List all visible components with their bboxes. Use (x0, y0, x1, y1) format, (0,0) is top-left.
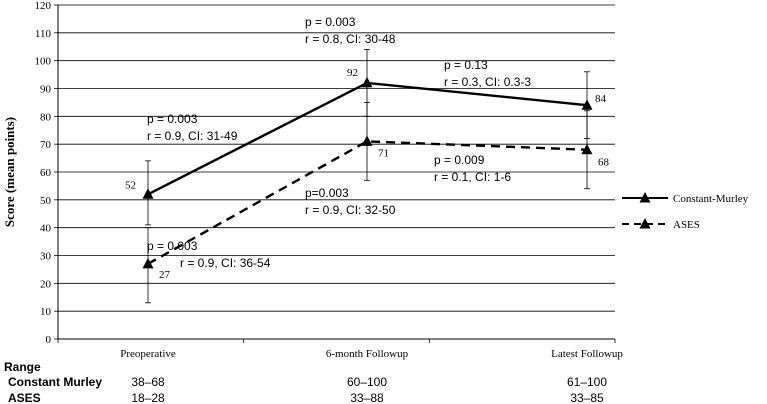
y-tick-label: 0 (46, 334, 52, 346)
gridlines (58, 4, 615, 312)
data-label: 92 (347, 67, 358, 79)
data-label: 52 (125, 179, 136, 191)
annotation-text: p = 0.003 (305, 15, 356, 29)
data-point-marker (581, 99, 593, 110)
y-tick-label: 10 (40, 306, 52, 318)
x-tick-label: Latest Followup (551, 348, 623, 360)
range-value: 33–85 (570, 391, 604, 404)
annotation-text: p = 0.003 (147, 239, 198, 253)
annotation-text: r = 0.9, CI: 32-50 (305, 203, 396, 217)
legend-label: Constant-Murley (673, 193, 749, 205)
legend-marker (639, 218, 651, 229)
range-row-label: Constant Murley (8, 375, 102, 389)
annotation-text: p = 0.003 (147, 112, 198, 126)
y-axis-label: Score (mean points) (2, 117, 17, 227)
annotation-text: r = 0.1, CI: 1-6 (434, 170, 511, 184)
annotation-text: r = 0.9, CI: 31-49 (147, 129, 238, 143)
annotation-text: r = 0.9, CI: 36-54 (180, 256, 271, 270)
legend-marker (639, 192, 651, 203)
data-point-marker (581, 143, 593, 155)
annotation-text: r = 0.8, CI: 30-48 (305, 32, 396, 46)
y-tick-label: 90 (40, 84, 52, 96)
annotation-text: p=0.003 (305, 186, 349, 200)
data-label: 68 (598, 157, 610, 169)
data-label: 71 (378, 147, 389, 159)
x-tick-label: 6-month Followup (326, 348, 409, 360)
y-axis-ticks: 0 10 20 30 40 50 60 70 80 90 100 110 120 (35, 0, 58, 346)
data-point-marker (142, 257, 154, 269)
y-tick-label: 40 (40, 223, 52, 235)
data-point-marker (142, 188, 154, 199)
data-label: 84 (595, 93, 607, 105)
range-value: 18–28 (131, 391, 165, 404)
y-tick-label: 120 (35, 0, 52, 12)
data-label: 27 (159, 269, 171, 281)
annotation-text: p = 0.009 (434, 153, 485, 167)
x-axis-ticks: Preoperative 6-month Followup Latest Follo… (120, 348, 623, 360)
legend-label: ASES (673, 219, 700, 231)
range-value: 60–100 (347, 375, 387, 389)
y-tick-label: 50 (40, 195, 52, 207)
series-line-ases (147, 140, 588, 265)
annotation-text: p = 0.13 (444, 58, 488, 72)
legend: Constant-Murley ASES (622, 192, 749, 231)
y-tick-label: 70 (40, 139, 52, 151)
range-header: Range (4, 360, 41, 374)
annotations: p = 0.003 r = 0.9, CI: 31-49 p = 0.003 r = … (147, 15, 531, 270)
range-value: 38–68 (131, 375, 165, 389)
annotation-text: r = 0.3, CI: 0.3-3 (444, 75, 531, 89)
x-tick-label: Preoperative (120, 348, 176, 360)
range-row-label: ASES (8, 391, 41, 404)
markers (142, 76, 593, 269)
data-point-marker (361, 135, 373, 146)
y-tick-label: 30 (40, 251, 52, 263)
data-point-marker (361, 76, 373, 88)
axes (57, 5, 616, 343)
series (147, 81, 588, 265)
y-tick-label: 80 (40, 111, 52, 123)
y-tick-label: 100 (35, 56, 52, 68)
range-value: 33–88 (350, 391, 384, 404)
range-value: 61–100 (567, 375, 607, 389)
y-tick-label: 60 (40, 167, 52, 179)
y-tick-label: 20 (40, 278, 52, 290)
data-labels: 52 92 84 27 71 68 (125, 67, 610, 281)
y-tick-label: 110 (35, 28, 52, 40)
